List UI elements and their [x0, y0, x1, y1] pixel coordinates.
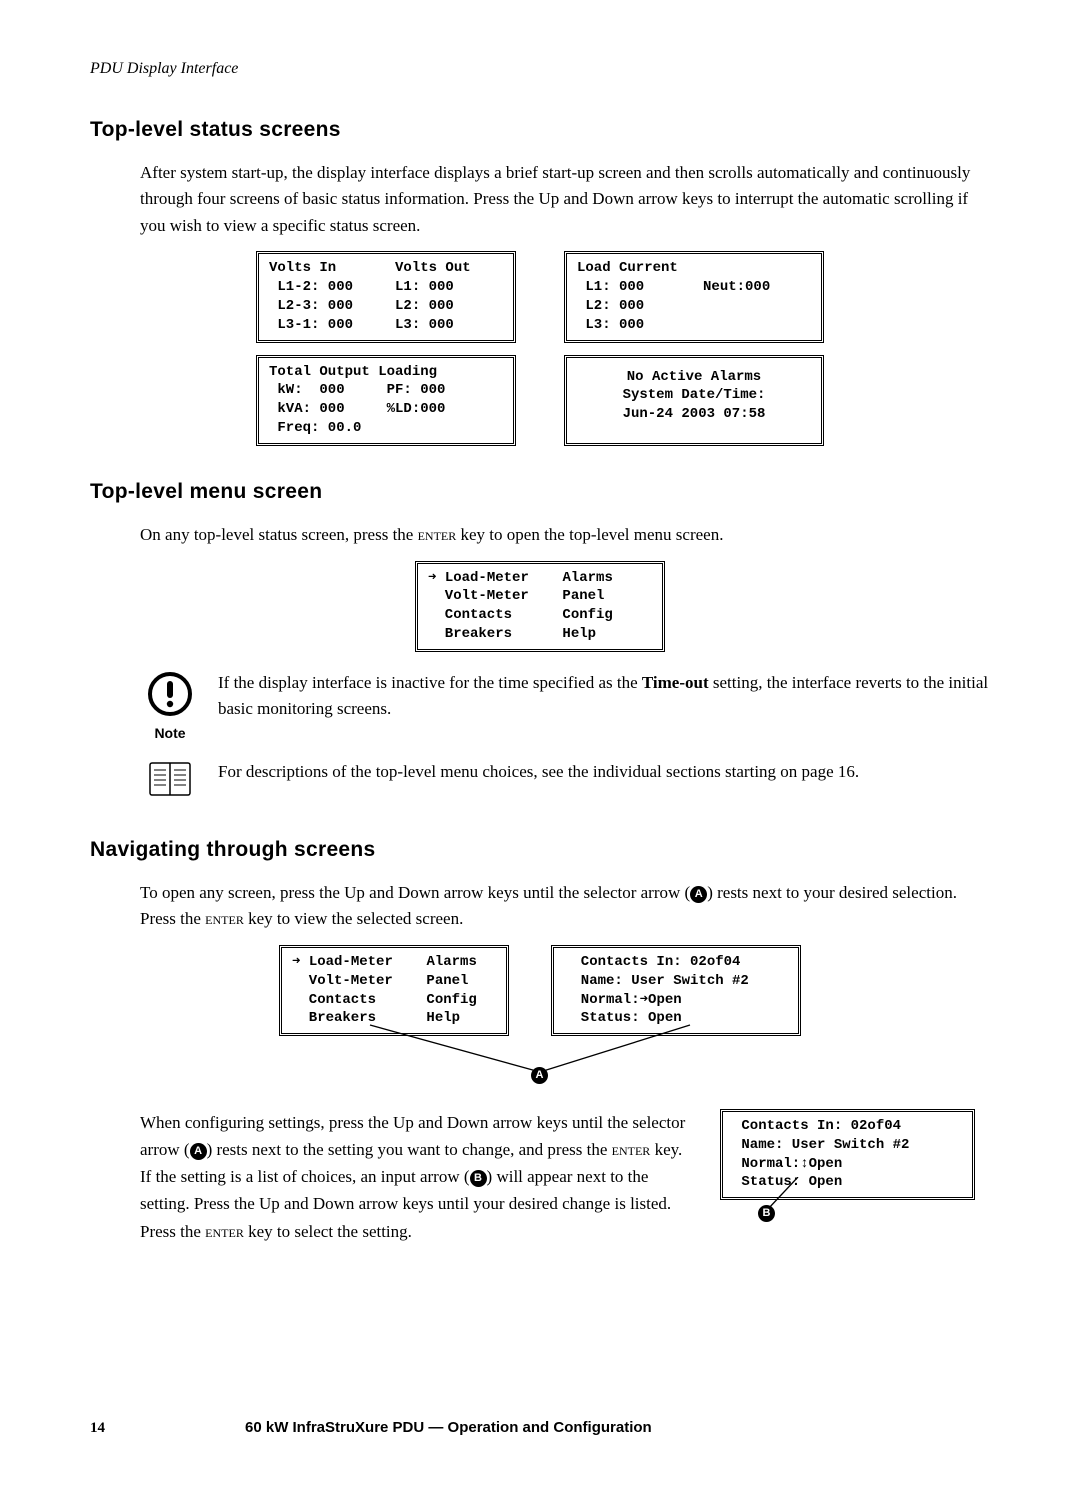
menu-box-wrap: ➜ Load-Meter Alarms Volt-Meter Panel Con…	[90, 561, 990, 653]
note-icon-wrap: Note	[140, 670, 200, 741]
status-screen-alarms: No Active Alarms System Date/Time: Jun-2…	[564, 355, 824, 447]
section-heading-status: Top-level status screens	[90, 118, 990, 142]
badge-a-inline: A	[690, 886, 707, 903]
enter-key-text: enter	[418, 525, 457, 544]
config-layout: When configuring settings, press the Up …	[140, 1109, 990, 1245]
exclamation-icon	[146, 670, 194, 718]
page-footer: 14 60 kW InfraStruXure PDU — Operation a…	[90, 1419, 990, 1437]
enter-key-text-2: enter	[205, 909, 244, 928]
config-paragraph: When configuring settings, press the Up …	[140, 1109, 692, 1245]
status-intro: After system start-up, the display inter…	[140, 160, 990, 239]
note-timeout-text: If the display interface is inactive for…	[218, 670, 990, 723]
book-icon	[146, 759, 194, 799]
status-screen-load-current: Load Current L1: 000 Neut:000 L2: 000 L3…	[564, 251, 824, 343]
note-seealso-text: For descriptions of the top-level menu c…	[218, 759, 859, 785]
section-heading-navigating: Navigating through screens	[90, 838, 990, 862]
status-row-1: Volts In Volts Out L1-2: 000 L1: 000 L2-…	[90, 251, 990, 343]
config-b: ) rests next to the setting you want to …	[207, 1140, 612, 1159]
config-e: key to select the setting.	[244, 1222, 412, 1241]
badge-b-diagram: B	[758, 1205, 775, 1222]
status-screen-output-loading: Total Output Loading kW: 000 PF: 000 kVA…	[256, 355, 516, 447]
menu-intro-b: key to open the top-level menu screen.	[456, 525, 723, 544]
navigating-intro: To open any screen, press the Up and Dow…	[140, 880, 990, 933]
note-timeout: Note If the display interface is inactiv…	[140, 670, 990, 741]
nav-diagram: ➜ Load-Meter Alarms Volt-Meter Panel Con…	[240, 945, 840, 1095]
menu-intro-a: On any top-level status screen, press th…	[140, 525, 418, 544]
config-right: Contacts In: 02of04 Name: User Switch #2…	[720, 1109, 990, 1201]
badge-a-diagram: A	[531, 1067, 548, 1084]
menu-intro: On any top-level status screen, press th…	[140, 522, 990, 548]
note-label: Note	[140, 725, 200, 741]
note-seealso: For descriptions of the top-level menu c…	[140, 759, 990, 804]
enter-key-text-4: enter	[205, 1222, 244, 1241]
seealso-icon-wrap	[140, 759, 200, 804]
badge-b-inline: B	[470, 1170, 487, 1187]
section-heading-menu: Top-level menu screen	[90, 480, 990, 504]
badge-a-inline-2: A	[190, 1143, 207, 1160]
nav-intro-c: key to view the selected screen.	[244, 909, 464, 928]
page-number: 14	[90, 1420, 105, 1437]
nav-intro-a: To open any screen, press the Up and Dow…	[140, 883, 690, 902]
status-row-2: Total Output Loading kW: 000 PF: 000 kVA…	[90, 355, 990, 447]
enter-key-text-3: enter	[612, 1140, 651, 1159]
page-header: PDU Display Interface	[90, 60, 990, 78]
footer-text: 60 kW InfraStruXure PDU — Operation and …	[245, 1419, 652, 1436]
menu-screen-box: ➜ Load-Meter Alarms Volt-Meter Panel Con…	[415, 561, 665, 653]
status-screen-volts: Volts In Volts Out L1-2: 000 L1: 000 L2-…	[256, 251, 516, 343]
